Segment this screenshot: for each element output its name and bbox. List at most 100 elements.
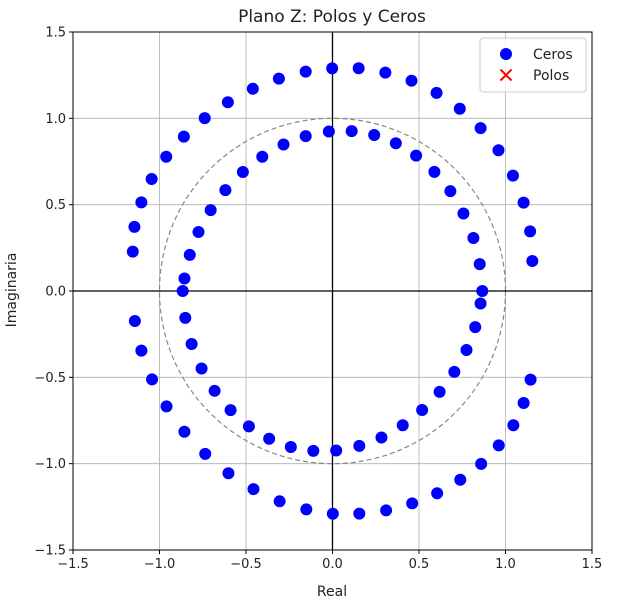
zero-lines-layer [73,32,592,550]
zero-marker [307,444,320,457]
y-tick-label: −1.0 [34,457,66,472]
zero-marker [219,184,232,197]
chart-title: Plano Z: Polos y Ceros [238,7,426,27]
zero-marker [326,507,339,520]
zero-marker [389,137,402,150]
y-tick-label: 1.5 [45,26,66,41]
legend-marker-ceros [500,48,512,60]
zero-marker [263,432,276,445]
zero-marker [353,439,366,452]
zero-marker [299,65,312,78]
zero-marker [256,150,269,163]
zero-marker [517,196,530,209]
zero-marker [406,497,419,510]
zero-marker [247,483,260,496]
zero-marker [352,62,365,75]
zero-marker [284,441,297,454]
zero-marker [473,258,486,271]
zero-marker [195,362,208,375]
ticks-layer: −1.5−1.5 −1.0 −1.0 −0.5 −0.5 0.0 0.0 0.5 0.5 1.0 1… [34,26,602,573]
x-tick-label: 1.0 [495,557,516,572]
zero-marker [192,226,205,239]
zero-marker [246,82,259,95]
x-tick-label: 1.5 [582,557,603,572]
zero-marker [177,130,190,143]
zero-marker [492,439,505,452]
zero-marker [160,150,173,163]
zero-marker [405,74,418,87]
zero-marker [476,285,489,297]
zero-marker [380,504,393,517]
zero-marker [326,62,339,75]
zero-marker [273,495,286,508]
x-tick-label: −1.5 [57,557,89,572]
zero-marker [242,420,255,433]
zero-marker [345,125,358,138]
zero-marker [126,245,139,258]
zero-marker [474,297,487,310]
zero-marker [178,425,191,438]
y-tick-label: 0.5 [45,198,66,213]
legend-label-polos: Polos [533,68,569,84]
zero-marker [299,130,312,143]
zero-marker [145,172,158,185]
zero-marker [448,365,461,378]
zero-marker [176,285,189,297]
zero-marker [524,225,537,238]
zero-marker [322,125,335,138]
zero-marker [179,311,192,324]
zero-marker [128,220,141,233]
y-tick-label: −0.5 [34,371,66,386]
zero-marker [379,66,392,79]
zero-marker [492,144,505,157]
zero-marker [430,86,443,99]
zero-marker [353,507,366,520]
zero-marker [469,321,482,334]
zero-marker [222,467,235,480]
y-tick-label: 0.0 [45,285,66,300]
y-tick-label: 1.0 [45,112,66,127]
zero-marker [474,122,487,135]
zero-marker [475,457,488,470]
zero-marker [410,149,423,162]
zero-marker [460,343,473,356]
x-tick-label: 0.0 [322,557,343,572]
zero-marker [524,373,537,386]
zero-marker [433,385,446,398]
zero-marker [135,196,148,209]
zero-marker [221,96,234,109]
zero-marker [146,373,159,386]
legend-label-ceros: Ceros [533,47,573,63]
zero-marker [208,384,221,397]
legend-marker-polos [499,68,513,82]
zero-marker [330,444,343,457]
zero-marker [277,138,290,151]
y-tick-label: −1.5 [34,544,66,559]
points-layer [126,62,539,520]
zero-marker [199,447,212,460]
zero-marker [507,419,520,432]
zero-marker [467,232,480,245]
zero-marker [457,207,470,220]
zero-marker [300,503,313,516]
x-tick-label: −1.0 [144,557,176,572]
zero-marker [204,204,217,217]
zero-marker [526,255,539,268]
zero-marker [185,337,198,350]
zero-marker [453,102,466,115]
zero-marker [431,487,444,500]
zero-marker [160,400,173,413]
zero-marker [224,404,237,417]
y-axis-label: Imaginaria [4,253,20,328]
legend: Ceros Polos [479,37,587,93]
zero-marker [375,431,388,444]
zero-marker [272,72,285,85]
zero-marker [506,169,519,182]
zero-marker [236,165,249,178]
zero-marker [128,314,141,327]
zero-marker [428,165,441,178]
zero-marker [183,248,196,261]
zero-marker [198,112,211,125]
zero-marker [444,185,457,198]
